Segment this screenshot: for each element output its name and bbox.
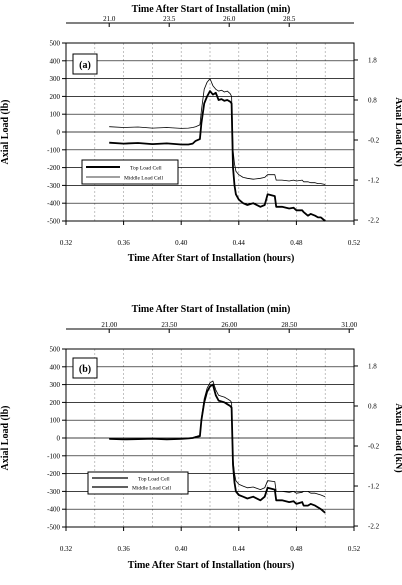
panel-a-y-tick-label: -200 [47,164,60,172]
panel-b-y-tick-label: 300 [50,381,61,389]
panel-a-x2-tick-label: 26.0 [223,15,236,23]
panel-a-legend-label-middle: Middle Load Cell [124,176,164,182]
panel-a-panel-label-box: (a) [72,53,98,75]
panel-b-x-ticks: 0.32 0.36 0.40 0.44 0.48 0.52 [60,527,361,553]
panel-b-x-tick-label: 0.40 [175,545,188,553]
panel-a-y2-tick-label: -0.2 [368,137,380,145]
panel-a-series-top-load-cell-line [109,90,326,222]
panel-b-y-ticks: 500 400 300 200 100 0 -100 -200 -300 -400 -500 [47,346,66,532]
panel-b-legend: Top Load Cell Middle Load Cell [87,471,189,495]
panel-b-x-title: Time After Start of Installation (hours) [128,560,295,571]
panel-a-y-tick-label: 200 [50,93,61,101]
panel-a-legend-label-top: Top Load Cell [130,166,162,172]
panel-b-x2-ticks: 21.00 23.50 26.00 28.50 31.00 [66,321,358,333]
panel-a-legend: Top Load Cell Middle Load Cell [81,159,179,185]
panel-a-y-tick-label: 300 [50,75,61,83]
panel-b-y-tick-label: 500 [50,346,61,354]
panel-b-y-tick-label: -400 [47,506,60,514]
panel-a-y-tick-label: 500 [50,40,61,48]
panel-b-legend-label-middle: Middle Load Cell [132,486,172,492]
panel-a-x2-tick-label: 23.5 [163,15,176,23]
panel-a-y2-ticks: 1.8 0.8 -0.2 -1.2 -2.2 [354,56,380,225]
panel-b-panel-label: (b) [79,364,91,375]
panel-a-y-tick-label: 400 [50,57,61,65]
panel-a-y2-tick-label: 1.8 [368,56,377,64]
panel-b-series-middle-load-cell-line [109,380,326,498]
panel-a-series-middle-load-cell-line [109,78,326,185]
panel-a-series [109,78,326,222]
panel-b-x-tick-label: 0.36 [117,545,130,553]
panel-b-legend-label-top: Top Load Cell [138,477,170,483]
panel-b-y-tick-label: 400 [50,363,61,371]
panel-a-x-tick-label: 0.48 [290,239,303,247]
panel-a-y-tick-label: 0 [57,129,61,137]
panel-b-y-title: Axial Load (lb) [0,405,11,470]
panel-a-panel-label: (a) [79,60,91,71]
panel-b-series-top-load-cell-line [109,383,326,514]
panel-a-x-tick-label: 0.36 [117,239,130,247]
panel-b-y-tick-label: 200 [50,399,61,407]
panel-b-y-tick-label: -500 [47,524,60,532]
panel-a-x-tick-label: 0.52 [348,239,361,247]
panel-b-panel-label-box: (b) [72,357,98,379]
panel-a-y-ticks: 500 400 300 200 100 0 -100 -200 -300 -400 -500 [47,40,66,226]
panel-a-y-tick-label: -400 [47,200,60,208]
panel-a-x2-ticks: 21.0 23.5 26.0 28.5 [66,15,354,27]
panel-a-x2-tick-label: 28.5 [283,15,296,23]
panel-a-x-tick-label: 0.44 [233,239,246,247]
panel-b: Time After Start of Installation (min) 2… [0,304,402,571]
panel-a-x-title: Time After Start of Installation (hours) [128,253,295,264]
panel-b-x2-tick-label: 28.50 [281,321,297,329]
panel-b-y2-tick-label: 1.8 [368,362,377,370]
panel-b-x-tick-label: 0.48 [290,545,303,553]
panel-b-y2-tick-label: -2.2 [368,523,380,531]
panel-a-x-ticks: 0.32 0.36 0.40 0.44 0.48 0.52 [60,221,361,247]
panel-a-y2-title: Axial Load (kN) [393,97,402,166]
panel-a-y-tick-label: -300 [47,182,60,190]
panel-b-series [109,380,326,514]
panel-b-y-tick-label: 100 [50,417,61,425]
panel-a-y2-tick-label: -2.2 [368,217,380,225]
panel-a-x2-tick-label: 21.0 [103,15,116,23]
panel-b-x-tick-label: 0.32 [60,545,73,553]
panel-a-y2-tick-label: 0.8 [368,96,377,104]
panel-b-x2-tick-label: 31.00 [341,321,357,329]
panel-b-x2-tick-label: 26.00 [221,321,237,329]
panel-a-x2-title: Time After Start of Installation (min) [132,4,291,15]
panel-b-x2-title: Time After Start of Installation (min) [132,304,291,315]
panel-b-y-tick-label: -300 [47,488,60,496]
panel-a-y-tick-label: -500 [47,218,60,226]
panel-b-x-tick-label: 0.52 [348,545,361,553]
panel-b-y-tick-label: 0 [57,435,61,443]
panel-b-y-tick-label: -200 [47,470,60,478]
panel-b-y2-tick-label: -1.2 [368,483,380,491]
panel-a-grid [65,42,355,222]
panel-a-x-tick-label: 0.40 [175,239,188,247]
panel-b-x2-tick-label: 21.00 [101,321,117,329]
panel-a-y-tick-label: -100 [47,146,60,154]
panel-a-y-title: Axial Load (lb) [0,99,11,164]
panel-b-x2-tick-label: 23.50 [161,321,177,329]
panel-a-y2-tick-label: -1.2 [368,177,380,185]
panel-a: Time After Start of Installation (min) 2… [0,4,402,264]
panel-b-grid [65,348,355,528]
panel-b-y2-tick-label: 0.8 [368,402,377,410]
panel-b-y2-title: Axial Load (kN) [393,403,402,472]
panel-b-y2-ticks: 1.8 0.8 -0.2 -1.2 -2.2 [354,362,380,531]
panel-a-y-tick-label: 100 [50,111,61,119]
panel-b-y-tick-label: -100 [47,452,60,460]
panel-b-y2-tick-label: -0.2 [368,443,380,451]
panel-b-x-tick-label: 0.44 [233,545,246,553]
panel-a-x-tick-label: 0.32 [60,239,73,247]
